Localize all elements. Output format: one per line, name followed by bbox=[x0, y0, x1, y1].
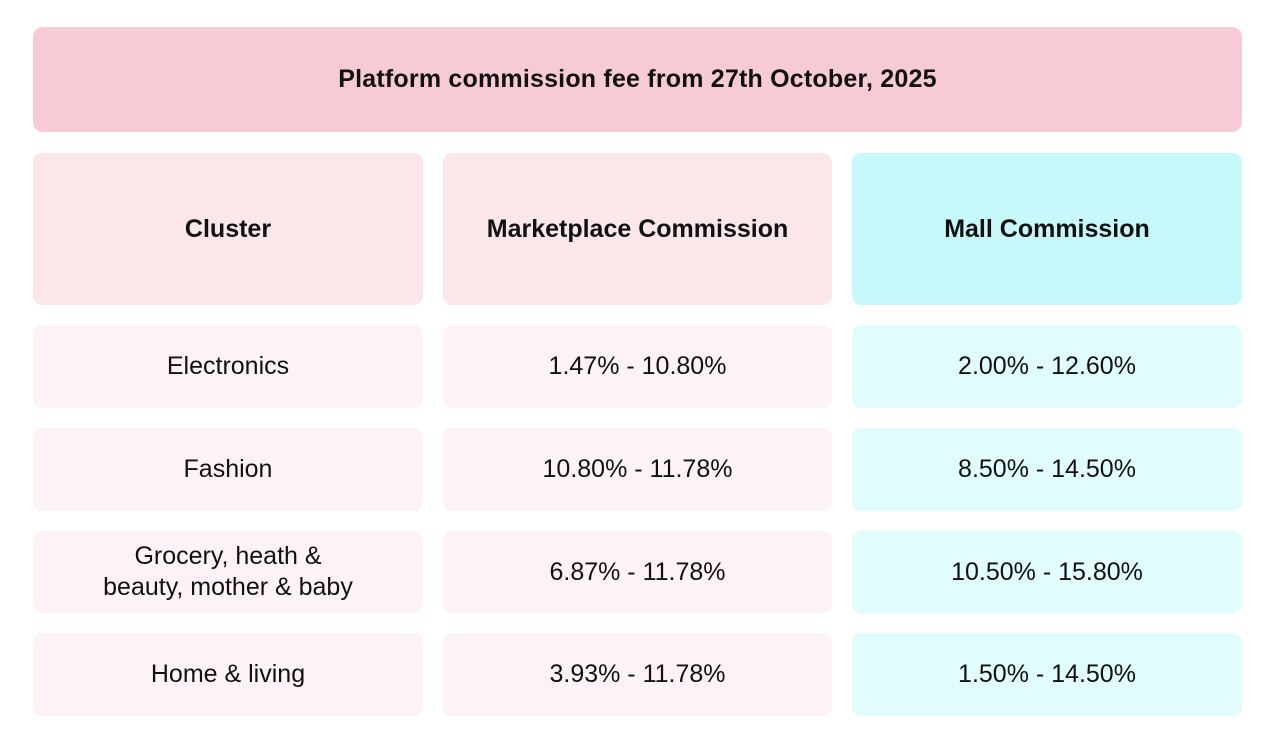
cell-text: Home & living bbox=[150, 660, 306, 688]
table-cell-mall: 2.00% - 12.60% bbox=[852, 325, 1242, 408]
cell-text: 3.93% - 11.78% bbox=[549, 660, 726, 688]
title-banner: Platform commission fee from 27th Octobe… bbox=[33, 27, 1242, 132]
table-cell-marketplace: 6.87% - 11.78% bbox=[443, 531, 832, 613]
table-cell-cluster: Grocery, heath & beauty, mother & baby bbox=[33, 531, 423, 613]
cell-text: 10.50% - 15.80% bbox=[951, 557, 1143, 586]
table-cell-mall: 10.50% - 15.80% bbox=[852, 531, 1242, 613]
header-marketplace-commission: Marketplace Commission bbox=[443, 153, 832, 305]
cell-text: Fashion bbox=[183, 455, 273, 483]
page-title: Platform commission fee from 27th Octobe… bbox=[338, 65, 937, 93]
cell-text: 1.50% - 14.50% bbox=[958, 660, 1136, 688]
cell-text: Grocery, heath & beauty, mother & baby bbox=[103, 542, 353, 601]
table-cell-cluster: Electronics bbox=[33, 325, 423, 408]
table-cell-cluster: Home & living bbox=[33, 633, 423, 716]
header-label: Mall Commission bbox=[944, 214, 1150, 243]
table-cell-mall: 1.50% - 14.50% bbox=[852, 633, 1242, 716]
header-cluster: Cluster bbox=[33, 153, 423, 305]
cell-text: 1.47% - 10.80% bbox=[548, 352, 727, 380]
header-label: Cluster bbox=[184, 214, 272, 243]
cell-text: 10.80% - 11.78% bbox=[542, 455, 733, 483]
cell-text: 8.50% - 14.50% bbox=[958, 455, 1136, 483]
cell-text: 6.87% - 11.78% bbox=[549, 557, 726, 586]
cell-text: 2.00% - 12.60% bbox=[958, 352, 1136, 380]
table-cell-cluster: Fashion bbox=[33, 428, 423, 511]
table-cell-marketplace: 3.93% - 11.78% bbox=[443, 633, 832, 716]
header-label: Marketplace Commission bbox=[486, 214, 789, 243]
table-cell-marketplace: 10.80% - 11.78% bbox=[443, 428, 832, 511]
table-cell-marketplace: 1.47% - 10.80% bbox=[443, 325, 832, 408]
header-mall-commission: Mall Commission bbox=[852, 153, 1242, 305]
cell-text: Electronics bbox=[166, 352, 290, 380]
table-cell-mall: 8.50% - 14.50% bbox=[852, 428, 1242, 511]
